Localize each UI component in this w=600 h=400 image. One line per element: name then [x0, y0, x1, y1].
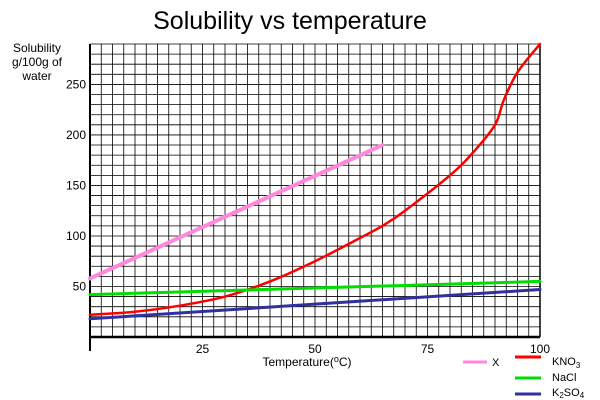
legend-item-kno3: KNO3 — [515, 355, 581, 370]
legend-label-nacl: NaCl — [552, 372, 576, 384]
series-line-kno3 — [88, 42, 542, 317]
y-axis-label: Solubility g/100g of water — [12, 41, 63, 83]
x-axis-label: Temperature(oC) — [262, 354, 351, 369]
legend-label-kno3: KNO3 — [552, 356, 581, 370]
series-line-nacl — [88, 279, 542, 297]
legend-item-k2so4: K2SO4 — [515, 387, 585, 400]
legend: X KNO3 NaCl K2SO4 — [463, 355, 585, 400]
y-axis-label-line-2: g/100g of — [12, 55, 63, 69]
series-line-x — [88, 143, 385, 281]
y-tick-labels: 50 100 150 200 250 — [66, 77, 86, 293]
legend-label-k2so4: K2SO4 — [552, 387, 585, 400]
x-tick-label: 25 — [196, 342, 210, 356]
x-tick-labels: 25 50 75 100 — [196, 342, 551, 356]
y-axis-label-line-3: water — [21, 69, 51, 83]
x-tick-label: 75 — [421, 342, 435, 356]
y-tick-label: 50 — [73, 279, 87, 293]
y-tick-label: 100 — [66, 229, 86, 243]
series-line-k2so4 — [88, 288, 542, 321]
legend-item-x: X — [463, 357, 500, 369]
x-axis-label-degree: o — [334, 354, 339, 364]
series-lines — [88, 42, 542, 321]
y-axis-label-line-1: Solubility — [13, 41, 61, 55]
x-tick-label: 50 — [308, 342, 322, 356]
x-axis-label-prefix: Temperature( — [262, 355, 333, 369]
y-tick-label: 150 — [66, 178, 86, 192]
y-tick-label: 250 — [66, 77, 86, 91]
legend-item-nacl: NaCl — [515, 372, 576, 384]
legend-label-x: X — [492, 357, 500, 369]
x-axis-label-suffix: C) — [339, 355, 352, 369]
x-tick-label: 100 — [530, 342, 550, 356]
chart-title: Solubility vs temperature — [153, 7, 427, 35]
y-tick-label: 200 — [66, 128, 86, 142]
